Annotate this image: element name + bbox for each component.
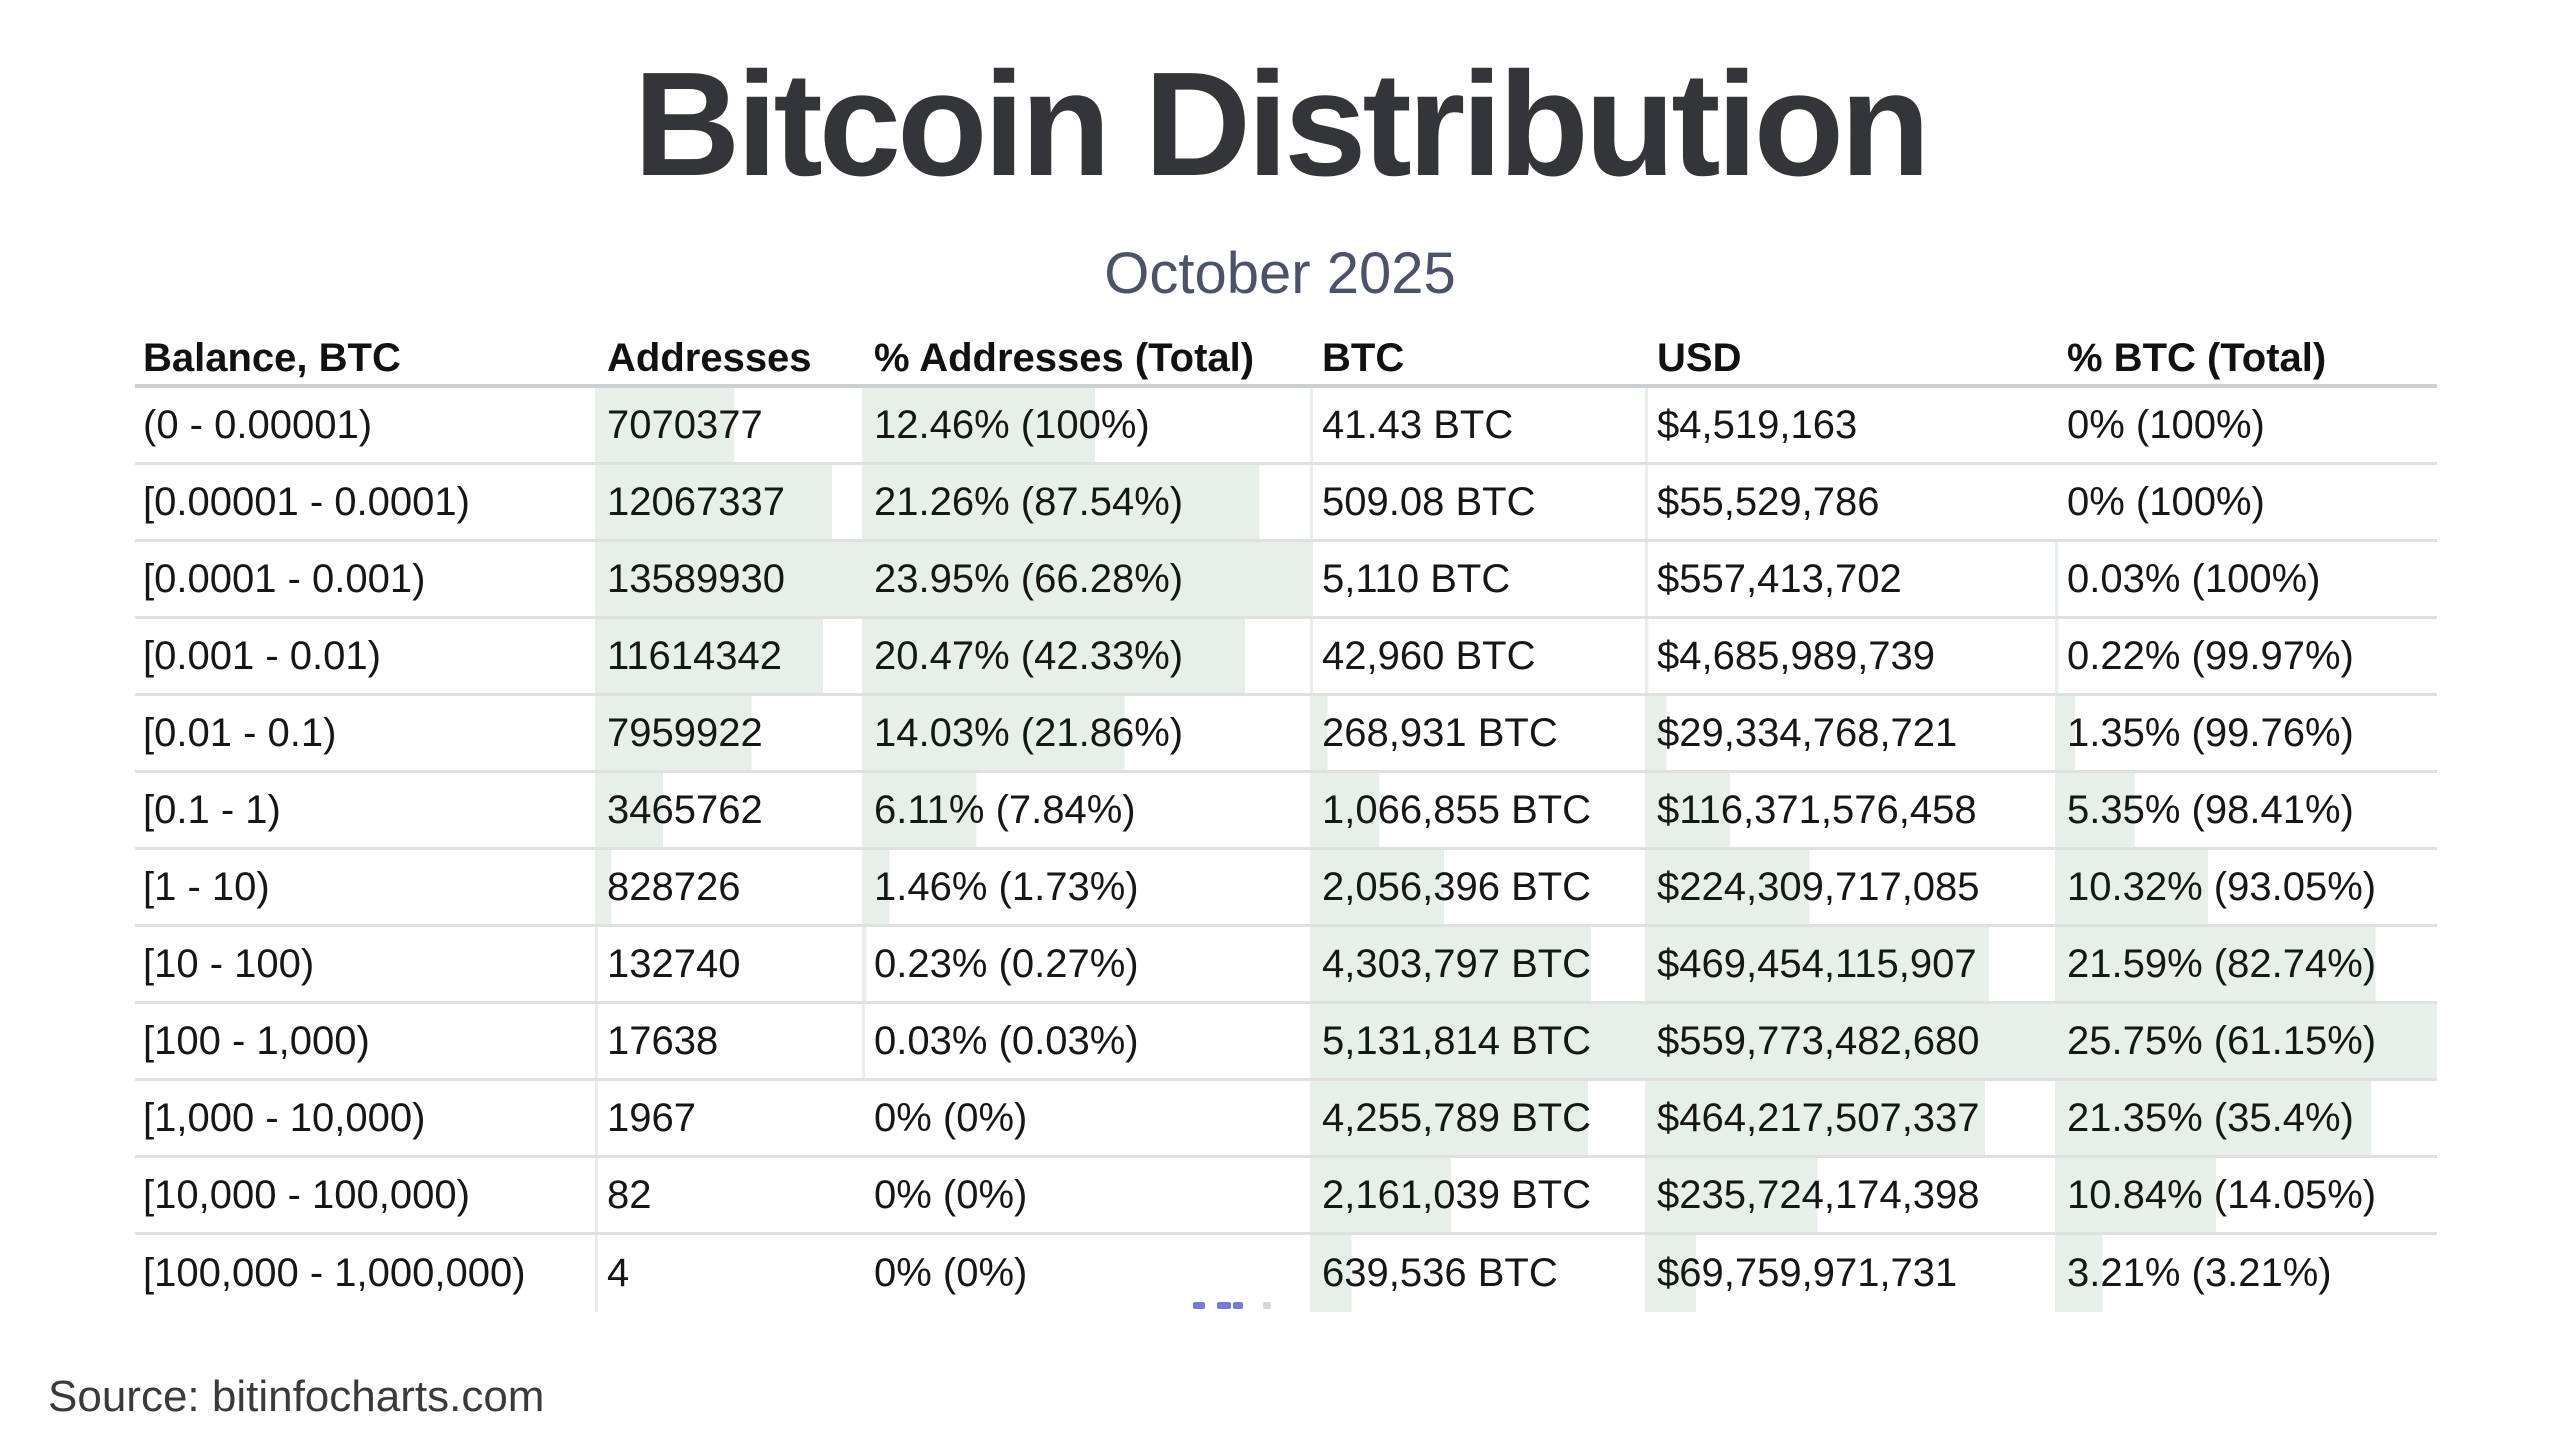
- cell-pct-addresses: 0% (0%): [874, 1095, 1028, 1140]
- cell-pct-btc: 21.35% (35.4%): [2055, 1081, 2437, 1155]
- cell-addresses: 828726: [595, 850, 862, 924]
- page-title: Bitcoin Distribution: [633, 42, 1931, 207]
- cell-btc: 4,303,797 BTC: [1310, 927, 1645, 1001]
- cell-pct-addresses: 6.11% (7.84%): [862, 773, 1310, 847]
- table-row: [100 - 1,000) 17638 0.03% (0.03%) 5,131,814…: [135, 1004, 2437, 1081]
- cell-pct-btc: 5.35% (98.41%): [2055, 773, 2437, 847]
- cell-balance: [0.00001 - 0.0001): [143, 479, 470, 524]
- table-row: [100,000 - 1,000,000) 4 0% (0%) 639,536 BTC…: [135, 1235, 2437, 1312]
- cell-usd: $464,217,507,337: [1645, 1081, 2055, 1155]
- table-row: [0.001 - 0.01) 11614342 20.47% (42.33%) 42,…: [135, 619, 2437, 696]
- cell-pct-addresses: 23.95% (66.28%): [862, 542, 1310, 616]
- cell-pct-btc: 3.21% (3.21%): [2055, 1235, 2437, 1312]
- cell-addresses: 82: [595, 1158, 862, 1232]
- cell-usd: $55,529,786: [1645, 465, 2055, 539]
- cell-btc: 639,536 BTC: [1310, 1235, 1645, 1312]
- clipped-link-fragment: [1193, 1302, 1283, 1310]
- cell-addresses: 13589930: [595, 542, 862, 616]
- cell-pct-addresses: 0% (0%): [874, 1251, 1028, 1295]
- cell-addresses: 12067337: [595, 465, 862, 539]
- cell-balance: [0.1 - 1): [143, 787, 281, 832]
- cell-pct-btc: 0.22% (99.97%): [2055, 619, 2437, 693]
- table-row: [1,000 - 10,000) 1967 0% (0%) 4,255,789 BTC…: [135, 1081, 2437, 1158]
- table-row: [1 - 10) 828726 1.46% (1.73%) 2,056,396 BTC…: [135, 850, 2437, 927]
- cell-usd: $469,454,115,907: [1645, 927, 2055, 1001]
- cell-addresses: 17638: [595, 1004, 862, 1078]
- cell-pct-btc: 0.03% (100%): [2055, 542, 2437, 616]
- cell-addresses: 11614342: [595, 619, 862, 693]
- cell-addresses: 132740: [595, 927, 862, 1001]
- table-row: [10 - 100) 132740 0.23% (0.27%) 4,303,797 B…: [135, 927, 2437, 1004]
- cell-addresses: 7070377: [595, 388, 862, 462]
- cell-usd: $4,685,989,739: [1645, 619, 2055, 693]
- cell-addresses: 4: [595, 1235, 862, 1312]
- table-row: [0.0001 - 0.001) 13589930 23.95% (66.28%) 5…: [135, 542, 2437, 619]
- column-header-btc: BTC: [1322, 335, 1405, 380]
- table-row: [10,000 - 100,000) 82 0% (0%) 2,161,039 BTC…: [135, 1158, 2437, 1235]
- column-header-pct-btc: % BTC (Total): [2067, 335, 2327, 380]
- cell-btc: 41.43 BTC: [1310, 388, 1645, 462]
- cell-btc: 2,161,039 BTC: [1310, 1158, 1645, 1232]
- bitcoin-distribution-table: Balance, BTC Addresses % Addresses (Tota…: [135, 332, 2437, 1312]
- cell-usd: $235,724,174,398: [1645, 1158, 2055, 1232]
- cell-balance: [10 - 100): [143, 941, 315, 986]
- cell-addresses: 3465762: [595, 773, 862, 847]
- cell-balance: [100 - 1,000): [143, 1018, 370, 1063]
- cell-pct-btc: 10.32% (93.05%): [2055, 850, 2437, 924]
- cell-usd: $224,309,717,085: [1645, 850, 2055, 924]
- table-row: (0 - 0.00001) 7070377 12.46% (100%) 41.43 B…: [135, 388, 2437, 465]
- cell-usd: $4,519,163: [1645, 388, 2055, 462]
- column-header-balance: Balance, BTC: [143, 335, 401, 380]
- table-body: (0 - 0.00001) 7070377 12.46% (100%) 41.43 B…: [135, 388, 2437, 1312]
- cell-pct-btc: 10.84% (14.05%): [2055, 1158, 2437, 1232]
- cell-pct-addresses: 20.47% (42.33%): [862, 619, 1310, 693]
- cell-pct-btc: 25.75% (61.15%): [2055, 1004, 2437, 1078]
- cell-balance: [0.0001 - 0.001): [143, 556, 426, 601]
- cell-addresses: 1967: [595, 1081, 862, 1155]
- cell-pct-addresses: 1.46% (1.73%): [862, 850, 1310, 924]
- cell-balance: [100,000 - 1,000,000): [143, 1251, 526, 1295]
- cell-usd: $559,773,482,680: [1645, 1004, 2055, 1078]
- cell-btc: 268,931 BTC: [1310, 696, 1645, 770]
- cell-btc: 509.08 BTC: [1310, 465, 1645, 539]
- cell-pct-addresses: 21.26% (87.54%): [862, 465, 1310, 539]
- column-header-usd: USD: [1657, 335, 1742, 380]
- cell-usd: $557,413,702: [1645, 542, 2055, 616]
- cell-usd: $29,334,768,721: [1645, 696, 2055, 770]
- cell-pct-btc: 0% (100%): [2067, 479, 2265, 524]
- cell-btc: 1,066,855 BTC: [1310, 773, 1645, 847]
- table-row: [0.01 - 0.1) 7959922 14.03% (21.86%) 268,93…: [135, 696, 2437, 773]
- column-header-addresses: Addresses: [607, 335, 812, 380]
- cell-pct-btc: 21.59% (82.74%): [2055, 927, 2437, 1001]
- cell-addresses: 7959922: [595, 696, 862, 770]
- cell-btc: 4,255,789 BTC: [1310, 1081, 1645, 1155]
- cell-pct-addresses: 0.23% (0.27%): [862, 927, 1310, 1001]
- cell-pct-addresses: 0.03% (0.03%): [862, 1004, 1310, 1078]
- cell-balance: [1,000 - 10,000): [143, 1095, 426, 1140]
- column-header-pct-addresses: % Addresses (Total): [874, 335, 1255, 380]
- cell-btc: 2,056,396 BTC: [1310, 850, 1645, 924]
- cell-pct-addresses: 0% (0%): [874, 1172, 1028, 1217]
- cell-usd: $69,759,971,731: [1645, 1235, 2055, 1312]
- cell-btc: 5,131,814 BTC: [1310, 1004, 1645, 1078]
- table-header-row: Balance, BTC Addresses % Addresses (Tota…: [135, 332, 2437, 388]
- source-attribution: Source: bitinfocharts.com: [48, 1372, 545, 1421]
- cell-balance: [1 - 10): [143, 864, 270, 909]
- cell-balance: [10,000 - 100,000): [143, 1172, 470, 1217]
- cell-pct-addresses: 12.46% (100%): [862, 388, 1310, 462]
- table-row: [0.00001 - 0.0001) 12067337 21.26% (87.54%…: [135, 465, 2437, 542]
- cell-usd: $116,371,576,458: [1645, 773, 2055, 847]
- page-subtitle: October 2025: [1104, 241, 1456, 306]
- cell-btc: 42,960 BTC: [1310, 619, 1645, 693]
- cell-btc: 5,110 BTC: [1310, 542, 1645, 616]
- cell-pct-btc: 0% (100%): [2067, 402, 2265, 447]
- cell-pct-btc: 1.35% (99.76%): [2055, 696, 2437, 770]
- table-row: [0.1 - 1) 3465762 6.11% (7.84%) 1,066,855 B…: [135, 773, 2437, 850]
- cell-balance: [0.001 - 0.01): [143, 633, 381, 678]
- cell-balance: [0.01 - 0.1): [143, 710, 337, 755]
- cell-balance: (0 - 0.00001): [143, 402, 373, 447]
- cell-pct-addresses: 14.03% (21.86%): [862, 696, 1310, 770]
